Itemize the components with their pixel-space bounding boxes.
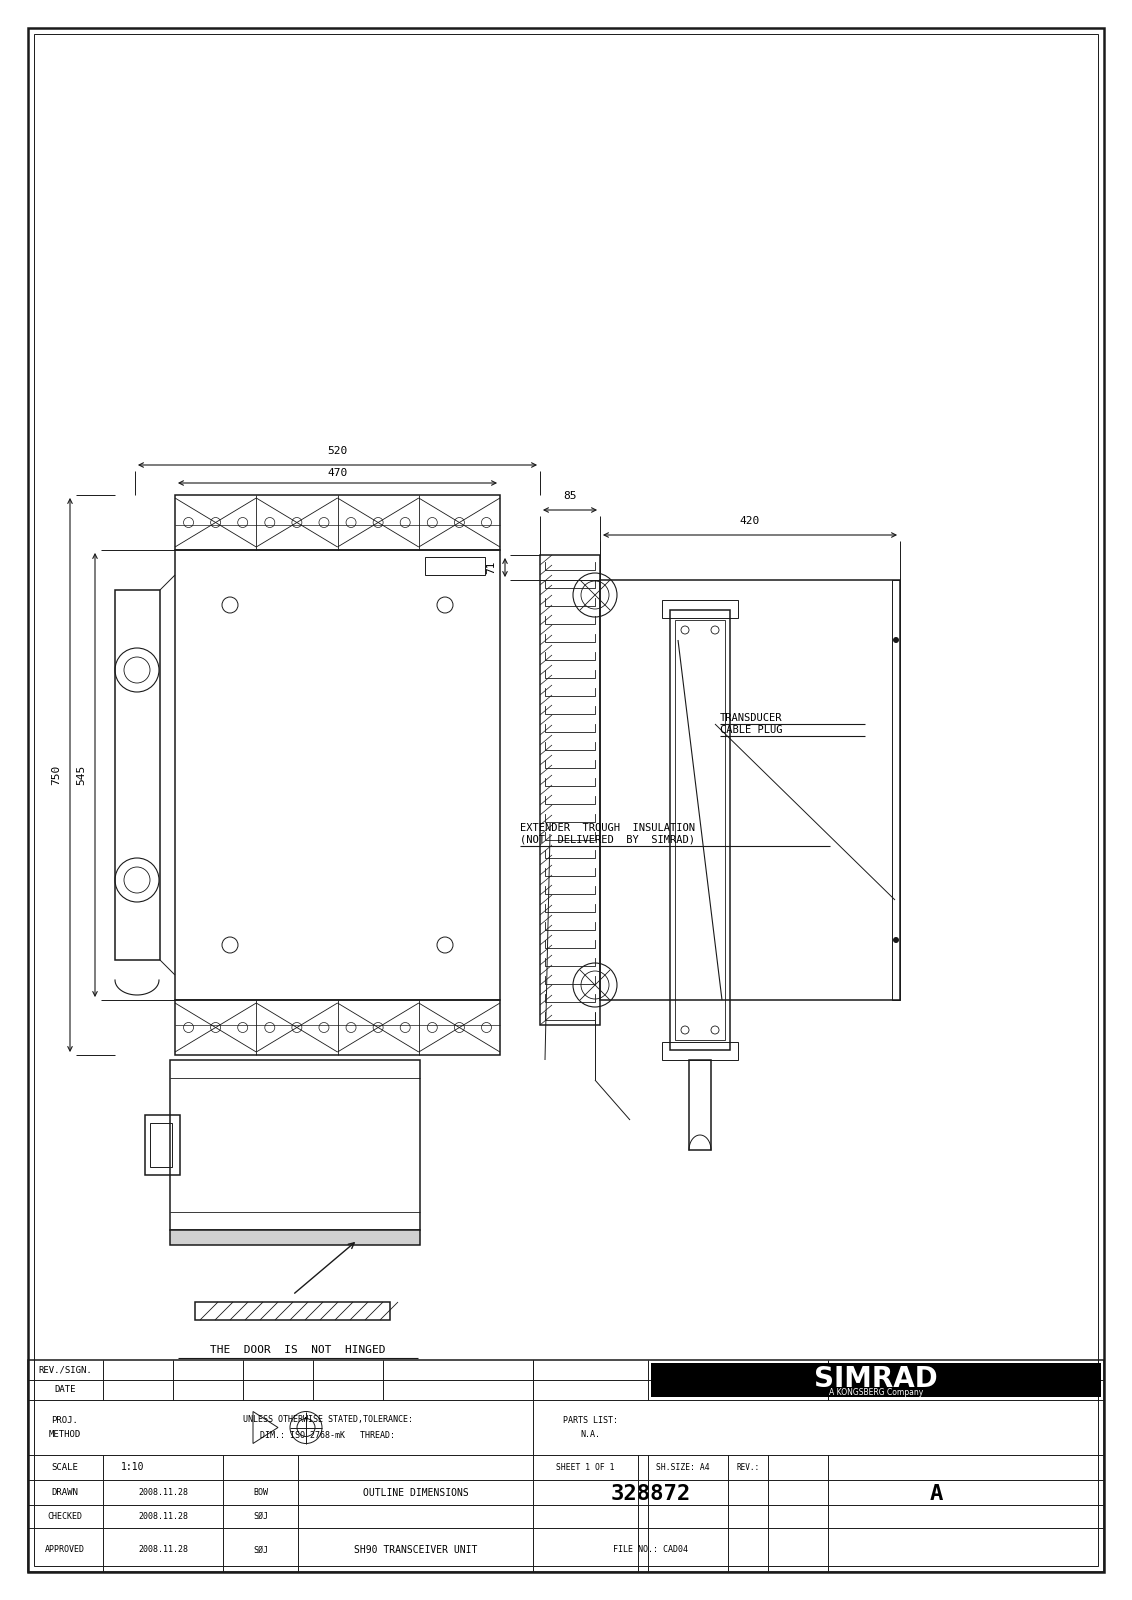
Text: SØJ: SØJ [252,1546,268,1555]
Bar [170,1059,420,1230]
Text: UNLESS OTHERWISE STATED,TOLERANCE:: UNLESS OTHERWISE STATED,TOLERANCE: [243,1414,413,1424]
Text: 520: 520 [327,446,348,456]
Text: REV./SIGN.: REV./SIGN. [38,1365,92,1374]
Bar [675,619,724,1040]
Text: CHECKED: CHECKED [48,1512,83,1522]
Text: 85: 85 [564,491,576,501]
Text: A: A [929,1483,943,1504]
Text: 71: 71 [486,560,496,574]
Text: BOW: BOW [252,1488,268,1498]
Text: OUTLINE DIMENSIONS: OUTLINE DIMENSIONS [362,1488,469,1498]
Text: 328872: 328872 [610,1483,691,1504]
Bar [689,1059,711,1150]
Text: 470: 470 [327,467,348,478]
Text: (NOT  DELIVERED  BY  SIMRAD): (NOT DELIVERED BY SIMRAD) [520,835,695,845]
Bar [28,1360,1104,1571]
Bar [115,590,160,960]
Bar [175,494,500,550]
Text: DRAWN: DRAWN [52,1488,78,1498]
Text: REV.:: REV.: [737,1462,760,1472]
Bar [175,550,500,1000]
Text: APPROVED: APPROVED [45,1546,85,1555]
Bar [151,1123,172,1166]
Text: SH90 TRANSCEIVER UNIT: SH90 TRANSCEIVER UNIT [354,1546,478,1555]
Text: DIM.: ISO 2768-mK   THREAD:: DIM.: ISO 2768-mK THREAD: [260,1430,395,1440]
Text: EXTENDER  TROUGH  INSULATION: EXTENDER TROUGH INSULATION [520,822,695,834]
Text: TRANSDUCER: TRANSDUCER [720,714,782,723]
Bar [540,555,600,1026]
Bar [600,579,900,1000]
Bar [662,600,738,618]
Text: SCALE: SCALE [52,1462,78,1472]
Bar [651,1363,1101,1397]
Text: 1:10: 1:10 [121,1462,145,1472]
Text: N.A.: N.A. [581,1430,600,1438]
Bar [170,1230,420,1245]
Text: SHEET 1 OF 1: SHEET 1 OF 1 [556,1462,615,1472]
Bar [424,557,484,574]
Text: DATE: DATE [54,1386,76,1395]
Text: 2008.11.28: 2008.11.28 [138,1546,188,1555]
Bar [195,1302,391,1320]
Text: THE  DOOR  IS  NOT  HINGED: THE DOOR IS NOT HINGED [209,1346,385,1355]
Text: SIMRAD: SIMRAD [814,1365,938,1394]
Bar [670,610,730,1050]
Bar [892,579,900,1000]
Text: SH.SIZE: A4: SH.SIZE: A4 [657,1462,710,1472]
Text: PROJ.: PROJ. [52,1416,78,1426]
Bar [662,1042,738,1059]
Text: 420: 420 [740,515,760,526]
Text: 750: 750 [51,765,61,786]
Text: FILE NO.: CAD04: FILE NO.: CAD04 [614,1546,688,1555]
Text: 2008.11.28: 2008.11.28 [138,1512,188,1522]
Text: PARTS LIST:: PARTS LIST: [563,1416,618,1426]
Text: 2008.11.28: 2008.11.28 [138,1488,188,1498]
Text: SØJ: SØJ [252,1512,268,1522]
Text: A KONGSBERG Company: A KONGSBERG Company [829,1389,923,1397]
Circle shape [893,637,899,643]
Bar [175,1000,500,1054]
Text: CABLE PLUG: CABLE PLUG [720,725,782,734]
Circle shape [893,938,899,942]
Text: METHOD: METHOD [49,1430,82,1438]
Bar [145,1115,180,1174]
Text: 545: 545 [76,765,86,786]
